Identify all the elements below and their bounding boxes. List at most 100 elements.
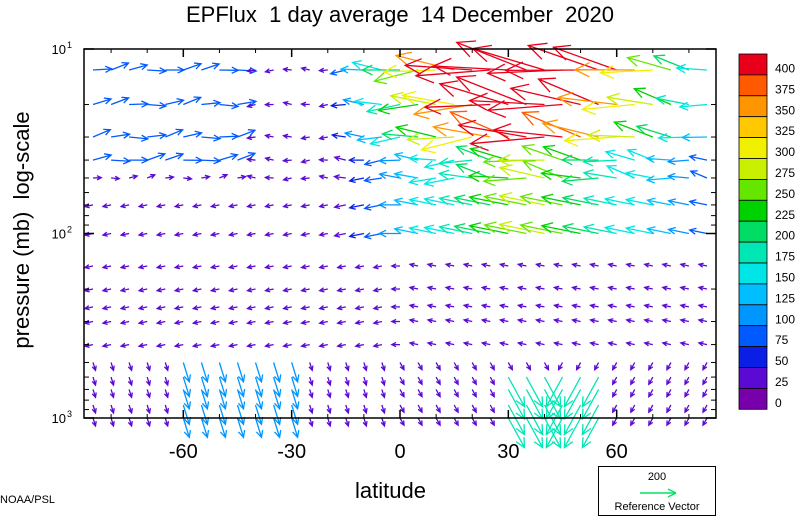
flux-vector [237,129,257,138]
flux-vector [227,319,238,326]
flux-vector [91,362,97,372]
flux-vector [119,305,130,311]
chart-title: EPFlux 1 day average 14 December 2020 [185,2,615,27]
flux-vector [399,417,405,427]
flux-vector [543,417,562,449]
flux-vector [625,341,635,347]
flux-vector [101,264,112,270]
flux-vector [652,54,690,71]
flux-vector [534,262,545,268]
flux-vector [237,98,258,107]
flux-vector [624,225,653,235]
flux-vector [237,152,257,161]
flux-vector [109,417,115,428]
flux-vector [165,97,185,106]
flux-vector [561,222,599,235]
flux-vector [483,221,527,235]
flux-vector [630,376,636,386]
flux-vector [110,96,130,106]
flux-vector [127,376,133,387]
flux-vector [272,376,282,398]
flux-vector [333,231,346,238]
flux-vector [318,287,328,293]
flux-vector [666,417,672,427]
flux-vector [218,362,228,384]
flux-vector [684,362,690,372]
flux-vector [348,176,365,184]
flux-vector [227,264,238,270]
flux-vector [200,389,210,411]
x-axis-label: latitude [355,478,426,503]
flux-vector [552,318,563,324]
flux-vector [263,175,274,181]
flux-vector [611,376,618,386]
flux-vector [480,285,491,291]
flux-vector [353,97,382,107]
flux-vector [218,376,228,398]
flux-vector [291,417,300,439]
flux-vector [516,262,527,268]
flux-vector [525,376,544,409]
flux-vector [318,319,328,326]
flux-vector [661,285,672,291]
flux-vector [191,287,202,293]
flux-vector [679,303,690,309]
flux-vector [300,158,310,164]
flux-vector [291,389,300,411]
reference-vector-box: 200 Reference Vector [598,466,716,516]
flux-vector [101,319,112,326]
flux-vector [282,231,292,237]
flux-vector [399,389,405,399]
flux-vector [607,262,617,268]
flux-vector [471,389,477,399]
flux-vector [406,132,455,146]
colorbar-box [738,116,768,138]
flux-vector [362,389,368,399]
colorbar-label: 275 [775,166,795,180]
flux-vector [435,362,441,372]
flux-vector [209,319,220,326]
flux-vector [173,203,184,209]
flux-vector [697,318,708,324]
x-tick-label: 60 [606,441,628,463]
flux-vector [182,376,192,398]
flux-vector [581,404,600,436]
flux-vector [632,87,672,106]
flux-vector [380,376,386,387]
flux-vector [702,376,708,386]
flux-vector [264,264,274,270]
flux-vector [83,342,94,349]
flux-vector [372,319,383,326]
flux-vector [480,303,491,309]
colorbar-label: 175 [775,250,795,264]
flux-vector [137,342,148,349]
flux-vector [643,285,653,291]
flux-vector [661,341,672,347]
flux-vector [218,417,228,439]
flux-vector [377,229,400,238]
flux-vector [362,362,368,372]
colorbar-box [738,137,768,159]
colorbar-label: 200 [775,229,795,243]
y-tick-label: 10 [52,411,66,426]
flux-vector [666,172,689,181]
flux-vector [390,263,400,269]
flux-vector [246,342,256,349]
flux-vector [344,389,350,399]
flux-vector [336,305,346,311]
flux-vector [498,341,509,347]
x-tick-label: 0 [394,441,405,463]
flux-vector [423,98,491,115]
flux-vector [611,417,618,427]
flux-vector [582,156,617,167]
flux-vector [457,119,527,138]
flux-vector [612,120,654,138]
flux-vector [127,417,133,428]
flux-vector [437,157,473,168]
flux-vector [581,389,600,421]
flux-vector [453,417,459,427]
flux-vector [393,170,419,180]
flux-vector [282,66,292,73]
flux-vector [246,264,256,270]
flux-vector [191,342,202,349]
